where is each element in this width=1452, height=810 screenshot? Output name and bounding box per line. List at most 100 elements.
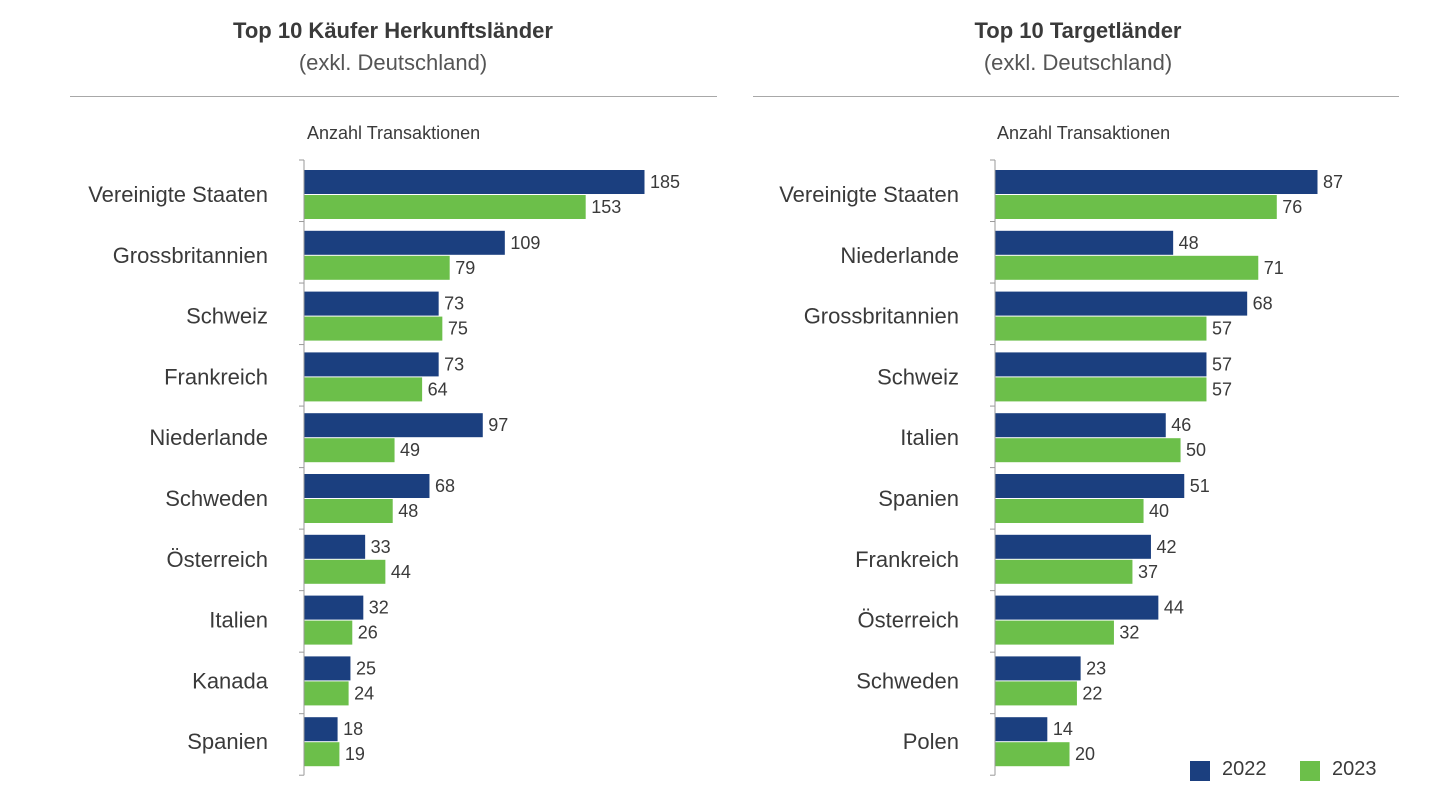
data-label-2023: 20 <box>1075 744 1095 764</box>
bar-2023 <box>996 621 1114 645</box>
legend-swatch-2023 <box>1300 761 1320 781</box>
data-label-2022: 42 <box>1156 537 1176 557</box>
category-label: Schweden <box>856 668 959 693</box>
data-label-2023: 26 <box>358 623 378 643</box>
category-label: Niederlande <box>149 425 268 450</box>
bar-2023 <box>305 317 443 341</box>
category-label: Italien <box>900 425 959 450</box>
category-label: Spanien <box>878 486 959 511</box>
data-label-2022: 73 <box>444 294 464 314</box>
data-label-2023: 71 <box>1264 258 1284 278</box>
category-label: Österreich <box>858 608 959 633</box>
bar-2022 <box>996 596 1159 620</box>
data-label-2023: 153 <box>591 197 621 217</box>
category-label: Vereinigte Staaten <box>88 182 268 207</box>
data-label-2022: 44 <box>1164 598 1184 618</box>
data-label-2022: 51 <box>1190 476 1210 496</box>
data-label-2023: 76 <box>1282 197 1302 217</box>
bar-2022 <box>305 656 351 680</box>
bar-2022 <box>305 292 439 316</box>
bar-2023 <box>996 195 1277 219</box>
bar-2022 <box>305 352 439 376</box>
data-label-2023: 24 <box>354 683 374 703</box>
bar-2023 <box>305 499 393 523</box>
data-label-2023: 57 <box>1212 379 1232 399</box>
data-label-2022: 14 <box>1053 719 1073 739</box>
data-label-2022: 68 <box>1253 294 1273 314</box>
data-label-2022: 46 <box>1171 415 1191 435</box>
bar-2023 <box>996 681 1077 705</box>
bar-2023 <box>996 499 1144 523</box>
bar-2023 <box>996 742 1070 766</box>
bar-2023 <box>305 256 450 280</box>
data-label-2022: 97 <box>488 415 508 435</box>
category-label: Schweiz <box>186 304 268 329</box>
bar-chart-targets: Vereinigte Staaten 87 76 Niederlande 48 71 Gro… <box>745 0 1411 810</box>
data-label-2023: 75 <box>448 319 468 339</box>
bar-2022 <box>305 170 645 194</box>
bar-2022 <box>305 474 430 498</box>
category-label: Niederlande <box>840 243 959 268</box>
chart-panel-targets: Top 10 Targetländer (exkl. Deutschland) … <box>745 0 1411 810</box>
category-label: Schweiz <box>877 364 959 389</box>
bar-2023 <box>305 438 395 462</box>
data-label-2023: 37 <box>1138 562 1158 582</box>
data-label-2023: 79 <box>455 258 475 278</box>
data-label-2022: 18 <box>343 719 363 739</box>
bar-2023 <box>996 256 1259 280</box>
data-label-2023: 40 <box>1149 501 1169 521</box>
data-label-2023: 64 <box>428 379 448 399</box>
bar-2023 <box>305 377 423 401</box>
category-label: Kanada <box>192 668 269 693</box>
bar-2023 <box>305 681 349 705</box>
bar-2023 <box>305 621 353 645</box>
bar-2022 <box>305 596 364 620</box>
bar-2022 <box>305 231 505 255</box>
data-label-2023: 22 <box>1082 683 1102 703</box>
bar-2022 <box>305 717 338 741</box>
bar-2023 <box>996 317 1207 341</box>
data-label-2023: 48 <box>398 501 418 521</box>
data-label-2022: 73 <box>444 354 464 374</box>
bar-2022 <box>996 535 1151 559</box>
data-label-2023: 44 <box>391 562 411 582</box>
bar-2022 <box>305 535 366 559</box>
category-label: Grossbritannien <box>804 304 959 329</box>
bar-2022 <box>996 474 1185 498</box>
data-label-2022: 23 <box>1086 658 1106 678</box>
legend-swatch-2022 <box>1190 761 1210 781</box>
bar-2022 <box>996 413 1166 437</box>
data-label-2022: 33 <box>371 537 391 557</box>
bar-2023 <box>996 377 1207 401</box>
category-label: Schweden <box>165 486 268 511</box>
legend-label: 2023 <box>1332 758 1377 781</box>
data-label-2022: 68 <box>435 476 455 496</box>
bar-2023 <box>305 195 586 219</box>
bar-chart-buyers: Vereinigte Staaten 185 153 Grossbritannien 1… <box>60 0 726 810</box>
bar-2023 <box>996 560 1133 584</box>
bar-2022 <box>996 656 1081 680</box>
bar-2022 <box>996 170 1318 194</box>
data-label-2023: 19 <box>345 744 365 764</box>
legend-label: 2022 <box>1222 758 1267 781</box>
bar-2022 <box>996 352 1207 376</box>
bar-2022 <box>996 231 1174 255</box>
bar-2022 <box>996 717 1048 741</box>
data-label-2022: 32 <box>369 598 389 618</box>
category-label: Polen <box>903 729 959 754</box>
data-label-2022: 48 <box>1179 233 1199 253</box>
data-label-2022: 25 <box>356 658 376 678</box>
data-label-2022: 87 <box>1323 172 1343 192</box>
data-label-2023: 57 <box>1212 319 1232 339</box>
data-label-2022: 57 <box>1212 354 1232 374</box>
data-label-2023: 50 <box>1186 440 1206 460</box>
data-label-2023: 32 <box>1119 623 1139 643</box>
category-label: Österreich <box>167 547 268 572</box>
chart-panel-buyers: Top 10 Käufer Herkunftsländer (exkl. Deu… <box>60 0 726 810</box>
bar-2023 <box>996 438 1181 462</box>
category-label: Vereinigte Staaten <box>779 182 959 207</box>
category-label: Spanien <box>187 729 268 754</box>
category-label: Frankreich <box>164 364 268 389</box>
category-label: Frankreich <box>855 547 959 572</box>
bar-2023 <box>305 742 340 766</box>
